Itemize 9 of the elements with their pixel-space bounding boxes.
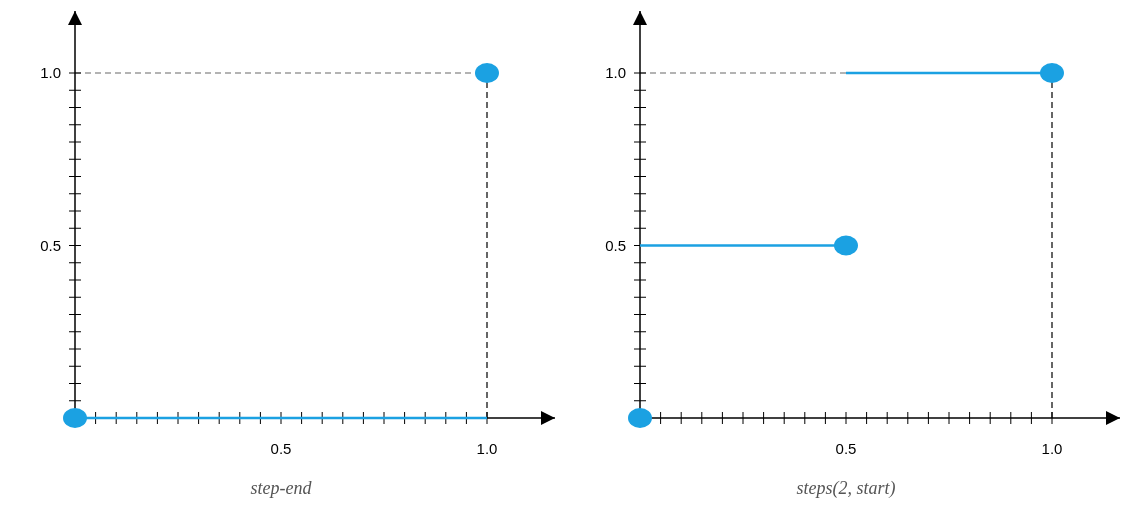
x-tick-label: 0.5	[270, 440, 292, 457]
x-tick-label: 0.5	[835, 440, 857, 457]
x-axis-title: steps(2, start)	[796, 478, 896, 499]
x-tick-label: 1.0	[1041, 440, 1063, 457]
x-tick-label: 1.0	[476, 440, 498, 457]
point	[834, 235, 858, 256]
x-axis-title: step-end	[250, 478, 313, 498]
point	[628, 408, 652, 428]
point	[1040, 63, 1064, 83]
